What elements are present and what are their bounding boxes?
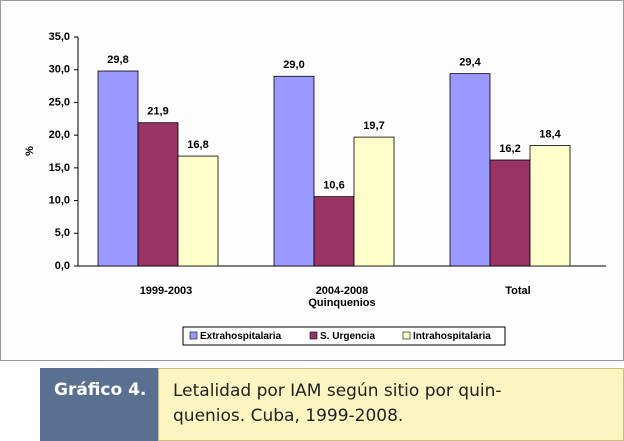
value-label: 16,2	[499, 143, 520, 155]
bar	[353, 136, 395, 267]
legend-swatch	[309, 331, 318, 340]
bar	[449, 73, 491, 267]
bar	[97, 70, 139, 267]
legend-swatch	[402, 331, 411, 340]
value-label: 29,8	[107, 54, 128, 66]
bar	[177, 155, 219, 267]
y-tick-label: 35,0	[49, 31, 70, 43]
caption-line: Letalidad por IAM según sitio por quin-	[173, 381, 502, 401]
y-tick-label: 5,0	[55, 227, 70, 239]
y-tick-label: 25,0	[49, 96, 70, 108]
legend-box	[182, 326, 506, 346]
y-axis-label: %	[24, 146, 36, 156]
y-tick-label: 15,0	[49, 162, 70, 174]
bar	[529, 145, 571, 267]
bar	[273, 75, 315, 267]
caption: Gráfico 4. Letalidad por IAM según sitio…	[0, 368, 624, 441]
legend-label: Intrahospitalaria	[413, 331, 491, 342]
x-tick-label: 1999-2003	[140, 285, 193, 297]
y-tick-label: 30,0	[49, 64, 70, 76]
x-tick-label: 2004-2008	[316, 285, 369, 297]
bar	[137, 122, 179, 267]
caption-label: Gráfico 4.	[40, 368, 158, 441]
y-tick-label: 10,0	[49, 194, 70, 206]
value-label: 18,4	[539, 129, 561, 141]
value-label: 19,7	[363, 120, 384, 132]
legend-swatch	[189, 331, 198, 340]
legend-label: S. Urgencia	[320, 331, 375, 342]
value-label: 29,0	[283, 59, 304, 71]
chart: % Quinquenios 0,0 5,0 10,0 15,0 20,0 25,0 30,0…	[0, 0, 624, 361]
bar	[489, 159, 531, 267]
caption-line: quenios. Cuba, 1999-2008.	[173, 406, 404, 426]
x-tick-label: Total	[505, 285, 530, 297]
legend-label: Extrahospitalaria	[200, 331, 282, 342]
value-label: 10,6	[323, 180, 344, 192]
caption-text: Letalidad por IAM según sitio por quin- …	[158, 368, 624, 441]
x-axis-label: Quinquenios	[308, 297, 375, 309]
value-label: 16,8	[187, 139, 208, 151]
y-tick-label: 20,0	[49, 129, 70, 141]
value-label: 29,4	[459, 57, 481, 69]
bar	[313, 196, 355, 267]
y-tick-label: 0,0	[55, 260, 70, 272]
value-label: 21,9	[147, 106, 168, 118]
